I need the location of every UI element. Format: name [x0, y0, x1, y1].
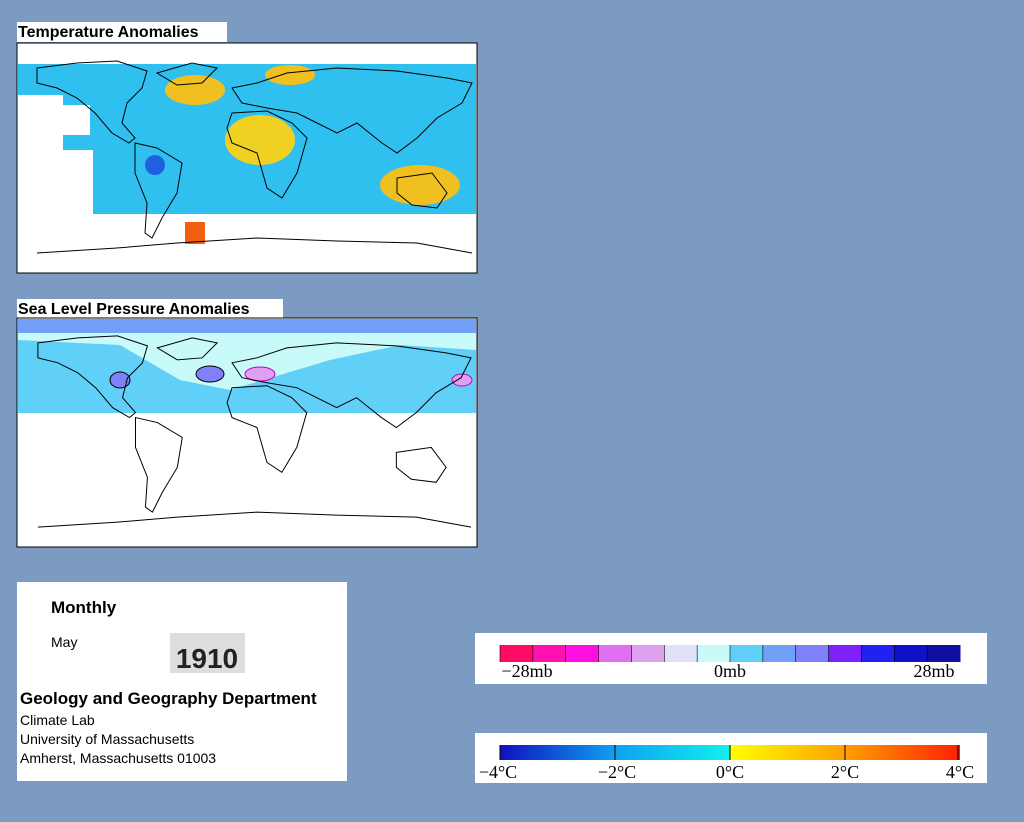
department: Geology and Geography Department [20, 689, 317, 708]
color-swatch [762, 645, 797, 662]
legend-label: 2°C [831, 762, 859, 782]
legend-label: −4°C [479, 762, 517, 782]
legend-label: −28mb [501, 661, 552, 681]
legend-label: 0mb [714, 661, 746, 681]
color-swatch [664, 645, 698, 662]
info-line: Climate Lab [20, 712, 95, 728]
color-swatch [631, 645, 665, 662]
color-swatch [927, 645, 961, 662]
pressure-map [16, 317, 478, 548]
period: Monthly [51, 598, 117, 617]
temperature-map [16, 42, 478, 274]
month: May [51, 634, 77, 650]
map-title: Temperature Anomalies [18, 24, 199, 41]
info-box [17, 582, 347, 781]
legend-label: 0°C [716, 762, 744, 782]
pressure-color-bar [499, 645, 961, 662]
info-line: University of Massachusetts [20, 731, 194, 747]
color-swatch [500, 645, 534, 662]
legend-ticks [499, 745, 959, 760]
color-swatch [828, 645, 862, 662]
color-swatch [795, 645, 830, 662]
legend-label: 4°C [946, 762, 974, 782]
map-title: Sea Level Pressure Anomalies [18, 301, 250, 318]
title-bg [17, 299, 283, 318]
title-bg [17, 22, 227, 42]
legend-label: −2°C [598, 762, 636, 782]
color-swatch [565, 645, 600, 662]
color-swatch [730, 645, 764, 662]
color-swatch [861, 645, 895, 662]
legend-label: 28mb [913, 661, 954, 681]
info-line: Amherst, Massachusetts 01003 [20, 750, 216, 766]
year: 1910 [176, 643, 238, 674]
color-swatch [598, 645, 632, 662]
color-swatch [894, 645, 928, 662]
color-swatch [697, 645, 731, 662]
color-swatch [532, 645, 567, 662]
